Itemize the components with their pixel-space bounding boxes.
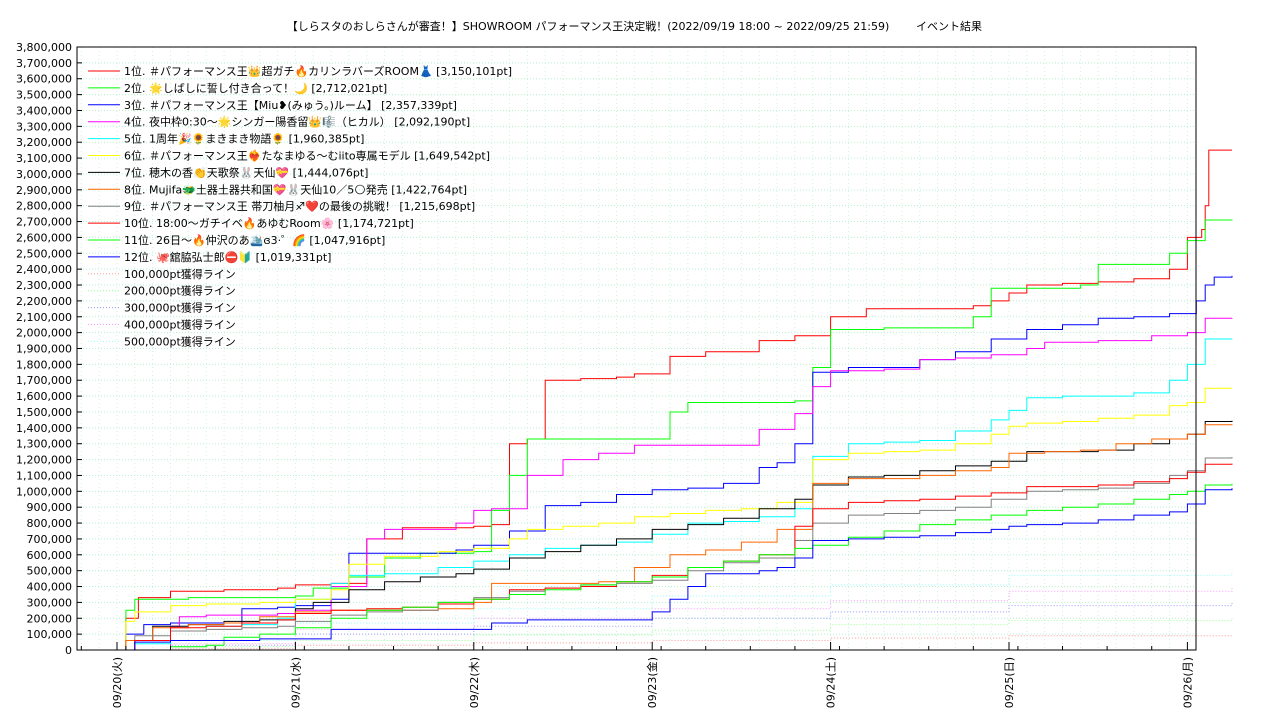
y-tick-label: 1,000,000: [16, 485, 72, 498]
chart-subtitle: イベント結果: [916, 19, 982, 33]
y-tick-label: 1,200,000: [16, 454, 72, 467]
y-tick-label: 1,700,000: [16, 374, 72, 387]
y-tick-label: 3,200,000: [16, 136, 72, 149]
y-tick-label: 100,000: [27, 628, 73, 641]
y-tick-label: 3,500,000: [16, 89, 72, 102]
y-tick-label: 2,800,000: [16, 200, 72, 213]
y-tick-label: 2,900,000: [16, 184, 72, 197]
legend-label: 6位. ＃パフォーマンス王❤️‍🔥たなまゆる〜むiito専属モデル [1,649…: [124, 149, 490, 163]
legend-label: 500,000pt獲得ライン: [124, 335, 236, 348]
chart-title: 【しらスタのおしらさんが審査！】SHOWROOM パフォーマンス王決定戦！(20…: [287, 19, 890, 33]
series-lines: [117, 149, 1233, 651]
series-line-1: [117, 149, 1232, 651]
y-tick-label: 3,000,000: [16, 168, 72, 181]
legend-label: 1位. ＃パフォーマンス王👑超ガチ🔥カリンラバーズROOM👗 [3,150,10…: [124, 64, 512, 78]
y-tick-label: 3,400,000: [16, 104, 72, 117]
y-tick-label: 2,500,000: [16, 247, 72, 260]
reference-lines: [117, 570, 1233, 651]
legend-label: 10位. 18:00〜ガチイベ🔥あゆむRoom🌸 [1,174,721pt]: [124, 216, 414, 230]
legend-label: 9位. ＃パフォーマンス王 帯刀柚月♐❤️の最後の挑戦！ [1,215,698p…: [124, 199, 475, 213]
y-tick-label: 1,500,000: [16, 406, 72, 419]
x-tick-label: 09/26(月): [1181, 657, 1194, 708]
legend-label: 400,000pt獲得ライン: [124, 319, 236, 332]
legend-label: 200,000pt獲得ライン: [124, 285, 236, 298]
y-tick-label: 2,000,000: [16, 327, 72, 340]
y-tick-label: 300,000: [27, 596, 73, 609]
legend-label: 7位. 穂木の香👏天歌祭🐰天仙💝 [1,444,076pt]: [124, 165, 368, 179]
legend-label: 300,000pt獲得ライン: [124, 302, 236, 315]
legend-label: 11位. 26日〜🔥仲沢のあ🛳️ɞ3·゜🌈 [1,047,916pt]: [124, 233, 385, 247]
y-axis: 0 100,000 200,000 300,000 400,000 500,000 600,…: [16, 41, 82, 657]
y-tick-label: 0: [65, 644, 72, 657]
y-tick-label: 1,300,000: [16, 438, 72, 451]
y-tick-label: 1,400,000: [16, 422, 72, 435]
y-tick-label: 3,300,000: [16, 120, 72, 133]
legend: 1位. ＃パフォーマンス王👑超ガチ🔥カリンラバーズROOM👗 [3,150,10…: [88, 64, 512, 348]
legend-label: 12位. 🐙舘脇弘士郎⛔🔰 [1,019,331pt]: [124, 250, 331, 264]
legend-label: 3位. ＃パフォーマンス王【Miu❥(みゅう。)ルーム】 [2,357,339p…: [124, 98, 457, 112]
y-tick-label: 1,900,000: [16, 343, 72, 356]
y-tick-label: 2,600,000: [16, 231, 72, 244]
series-line-9: [117, 457, 1233, 651]
y-tick-label: 1,600,000: [16, 390, 72, 403]
y-tick-label: 1,800,000: [16, 358, 72, 371]
y-tick-label: 600,000: [27, 549, 73, 562]
y-tick-label: 2,300,000: [16, 279, 72, 292]
y-tick-label: 200,000: [27, 612, 73, 625]
legend-label: 4位. 夜中枠0:30〜🌟シンガー陽香留👑🎼（ヒカル） [2,092,190pt…: [124, 115, 470, 129]
y-tick-label: 500,000: [27, 565, 73, 578]
series-line-17: [117, 570, 1233, 651]
x-tick-label: 09/21(水): [289, 657, 302, 708]
legend-label: 8位. Mujifa🐲土器土器共和国💝🐰天仙10／5🌕発売 [1,422,764…: [124, 182, 467, 196]
x-axis: 09/20(火) 09/21(水) 09/22(木) 09/23(金) 09/24(土)…: [80, 642, 1194, 708]
x-tick-label: 09/25(日): [1003, 657, 1016, 708]
series-line-3: [117, 275, 1233, 651]
series-line-6: [117, 387, 1232, 651]
series-line-5: [117, 338, 1233, 651]
x-tick-label: 09/22(木): [468, 657, 481, 708]
series-line-7: [117, 420, 1233, 651]
series-line-2: [117, 219, 1233, 651]
series-line-4: [117, 317, 1233, 651]
x-tick-label: 09/24(土): [825, 657, 838, 708]
series-line-12: [117, 488, 1233, 651]
y-tick-label: 2,200,000: [16, 295, 72, 308]
series-line-11: [117, 483, 1233, 651]
series-line-13: [117, 634, 1233, 651]
x-tick-label: 09/20(火): [111, 657, 124, 708]
y-tick-label: 700,000: [27, 533, 73, 546]
legend-label: 2位. 🌟しばしに誓し付き合って！🌙 [2,712,021pt]: [124, 81, 387, 95]
legend-label: 100,000pt獲得ライン: [124, 268, 236, 281]
x-tick-label: 09/23(金): [645, 657, 659, 708]
y-tick-label: 2,400,000: [16, 263, 72, 276]
y-tick-label: 3,100,000: [16, 152, 72, 165]
y-tick-label: 3,700,000: [16, 57, 72, 70]
grid: [77, 46, 1196, 651]
y-tick-label: 3,600,000: [16, 73, 72, 86]
y-tick-label: 900,000: [27, 501, 73, 514]
y-tick-label: 800,000: [27, 517, 73, 530]
y-tick-label: 2,100,000: [16, 311, 72, 324]
legend-label: 5位. 1周年🎉🌻まきまき物語🌻 [1,960,385pt]: [124, 132, 364, 146]
y-tick-label: 1,100,000: [16, 469, 72, 482]
y-tick-label: 2,700,000: [16, 216, 72, 229]
y-tick-label: 400,000: [27, 581, 73, 594]
series-line-8: [117, 424, 1233, 651]
y-tick-label: 3,800,000: [16, 41, 72, 54]
